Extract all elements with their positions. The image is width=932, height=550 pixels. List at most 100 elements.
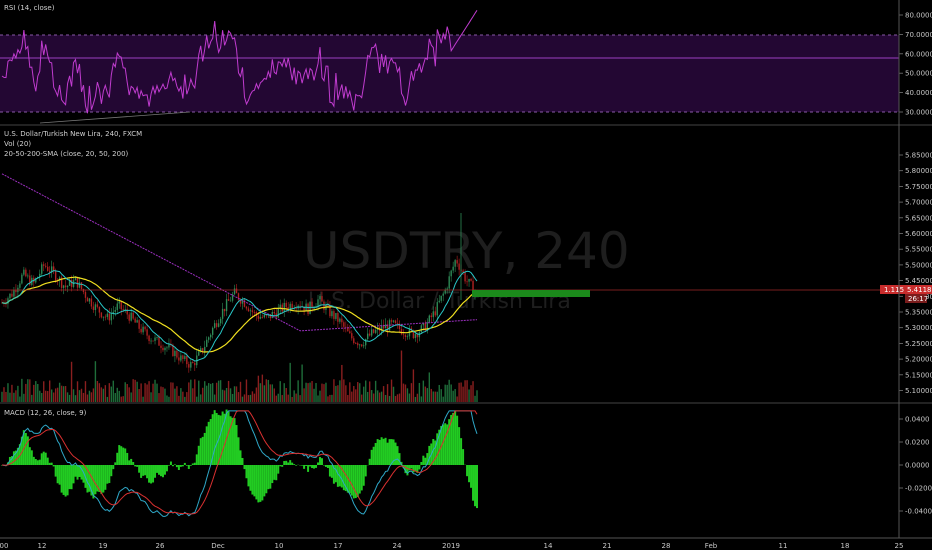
macd-histogram-bar [223,413,226,465]
volume-bar [17,385,19,402]
macd-histogram-bar [326,465,329,468]
candle-body [307,303,309,315]
volume-bar [172,382,174,402]
macd-histogram-bar [209,419,212,465]
macd-histogram-bar [432,438,435,465]
macd-histogram-bar [247,465,250,487]
macd-histogram-bar [406,465,409,476]
macd-histogram-bar [88,465,91,492]
candle-body [172,344,174,357]
volume-bar [418,382,421,402]
volume-bar [450,384,452,402]
macd-histogram-bar [165,465,168,472]
candle-body [402,334,405,336]
macd-histogram-bar [474,465,477,507]
volume-bar [19,396,21,402]
volume-bar [176,386,178,402]
macd-histogram-bar [466,465,469,477]
macd-histogram-bar [275,465,278,481]
candle-body [182,355,184,360]
rsi-legend: RSI (14, close) [4,4,55,12]
volume-bar [347,395,349,402]
price-tick-label: 5.35000 [905,309,932,317]
volume-bar [430,388,432,402]
macd-histogram-bar [175,465,178,468]
time-label: 19 [99,542,108,550]
macd-histogram-bar [239,450,242,465]
macd-histogram-bar [263,465,266,497]
macd-panel[interactable]: MACD (12, 26, close, 9) 0.0400 0.0200 0.00… [1,409,932,517]
candle-body [98,306,101,313]
macd-histogram-bar [293,464,296,465]
volume-bar [388,395,391,402]
macd-histogram-bar [396,446,399,465]
price-tick-label: 5.20000 [905,356,932,364]
macd-histogram-bar [169,461,172,465]
volume-bar [261,374,264,402]
volume-bar [60,385,63,402]
candle-body [317,299,319,307]
price-tag-left [880,285,905,294]
volume-bar [285,388,287,402]
macd-histogram-bar [458,427,461,465]
price-panel[interactable]: USDTRY, 240 U.S. Dollar / Turkish Lira U… [0,130,932,402]
macd-tick-label: -0.0400 [905,508,932,516]
volume-bar [267,379,270,402]
candle-body [41,264,43,274]
highlight-box[interactable] [472,290,590,297]
volume-bar [289,362,291,402]
rsi-panel[interactable]: RSI (14, close) 80.0000 70.0000 60.0000 50.… [0,4,932,124]
volume-bar [311,381,313,402]
candle-body [110,313,112,321]
candle-body [448,276,450,289]
volume-bar [327,396,329,402]
macd-histogram-bar [241,457,244,465]
macd-histogram-bar [446,424,449,465]
volume-bar [378,392,381,402]
macd-histogram-bar [90,465,93,496]
macd-histogram-bar [303,465,306,469]
macd-histogram-bar [291,462,294,465]
volume-bar [33,384,35,402]
macd-histogram-bar [285,460,288,465]
candle-body [446,288,448,290]
macd-histogram-bar [152,465,155,483]
volume-bar [96,380,99,402]
macd-histogram-bar [161,465,164,478]
price-tick-label: 5.75000 [905,183,932,191]
candle-body [392,320,395,322]
volume-bar [112,380,114,402]
macd-histogram-bar [100,465,103,494]
macd-histogram-bar [438,429,441,465]
candle-body [450,270,452,277]
candle-body [225,299,228,312]
volume-bar [317,395,319,402]
volume-bar [275,395,277,402]
candle-body [164,347,166,351]
candle-body [263,314,266,318]
macd-histogram-bar [380,437,383,465]
candle-body [211,327,214,335]
macd-histogram-bar [227,411,230,465]
macd-histogram-bar [187,465,190,469]
macd-histogram-bar [374,443,377,465]
volume-bar [198,380,200,402]
time-axis[interactable]: 00 12 19 26 Dec 10 17 24 2019 14 21 28 Feb 11 18 25 [0,542,903,550]
volume-bar [148,381,150,402]
volume-bar [62,386,65,402]
candle-body [351,333,353,339]
candle-body [247,308,250,312]
macd-histogram-bar [342,465,345,491]
volume-bar [237,392,240,402]
candle-body [60,277,63,288]
candle-body [374,329,377,333]
volume-bar [206,385,208,402]
macd-histogram-bar [62,465,65,495]
macd-histogram-bar [211,414,214,465]
macd-histogram-bar [460,438,463,465]
price-tag-left-text: 1.115 [884,286,904,294]
volume-bar [29,379,31,402]
time-label: 26 [156,542,165,550]
macd-tick-label: 0.0000 [905,462,930,470]
